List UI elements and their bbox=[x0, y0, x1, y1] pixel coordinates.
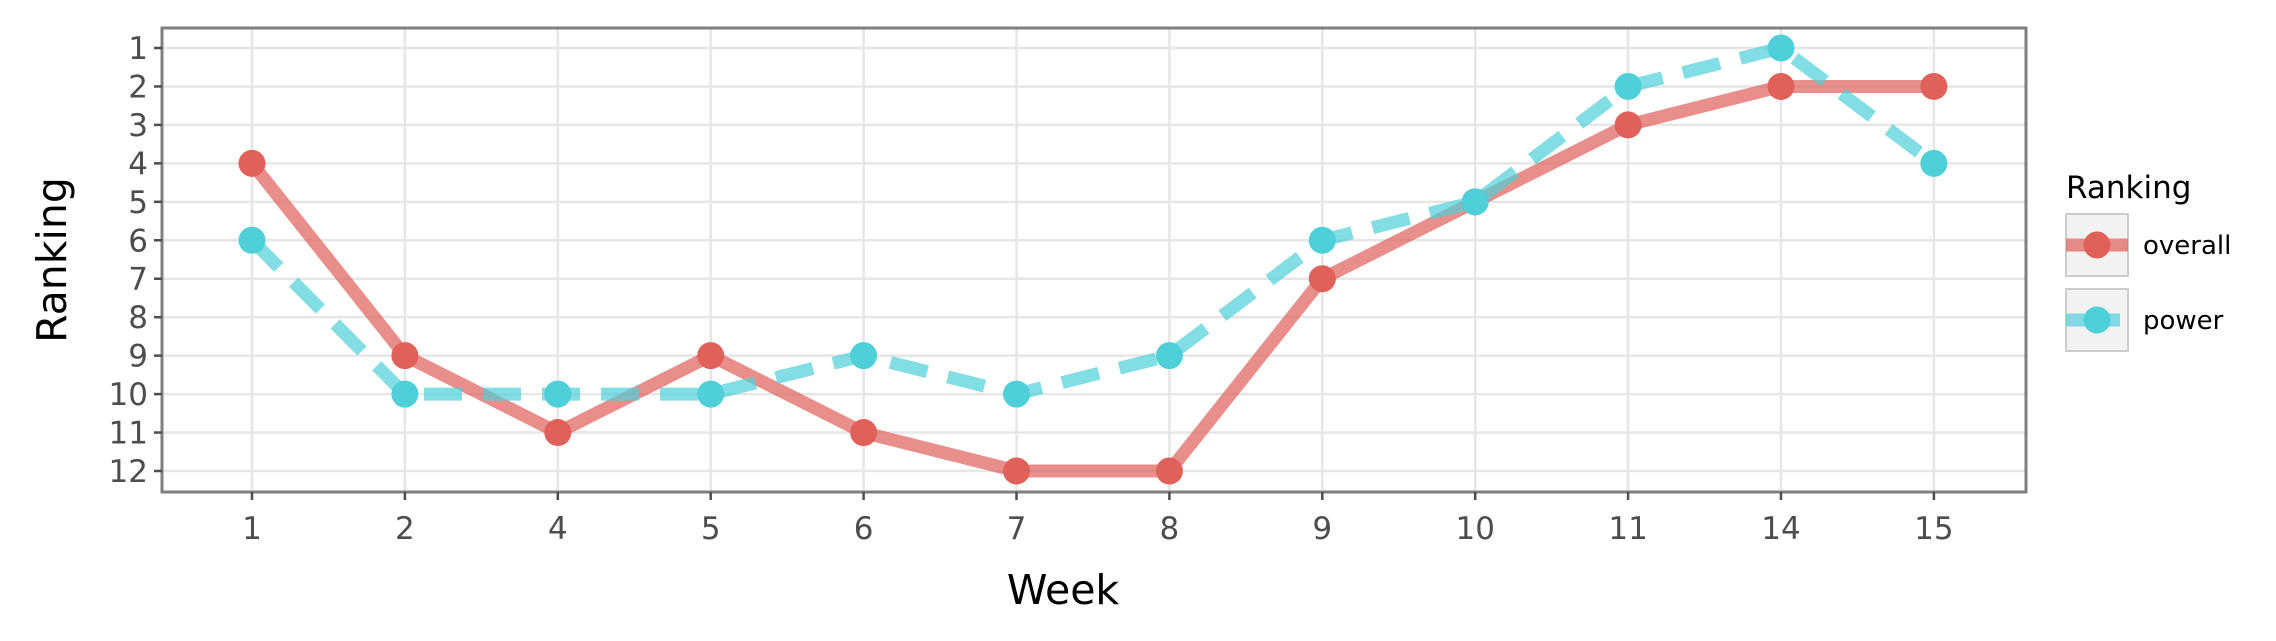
y-tick-label: 3 bbox=[128, 108, 148, 144]
data-point-power bbox=[1003, 380, 1030, 408]
x-tick-label: 5 bbox=[701, 511, 721, 547]
x-tick-label: 7 bbox=[1007, 511, 1027, 547]
y-tick-label: 11 bbox=[109, 416, 148, 452]
x-axis-title: Week bbox=[1007, 566, 1120, 614]
y-tick-label: 8 bbox=[128, 300, 148, 336]
y-tick-label: 5 bbox=[128, 185, 148, 221]
x-tick-label: 9 bbox=[1312, 511, 1332, 547]
data-point-overall bbox=[544, 419, 572, 447]
legend-key-point bbox=[2083, 306, 2111, 334]
y-tick-label: 1 bbox=[128, 31, 148, 67]
y-tick-label: 2 bbox=[128, 69, 148, 105]
x-tick-label: 8 bbox=[1160, 511, 1180, 547]
data-point-power bbox=[850, 342, 878, 370]
series-line-overall bbox=[246, 79, 1934, 478]
data-point-power bbox=[1767, 34, 1795, 62]
x-tick-label: 4 bbox=[548, 511, 568, 547]
legend-label-power: power bbox=[2143, 306, 2224, 336]
y-tick-label: 6 bbox=[128, 223, 148, 259]
data-point-power bbox=[391, 380, 419, 408]
y-tick-label: 7 bbox=[128, 262, 148, 298]
data-point-power bbox=[1155, 342, 1183, 370]
y-tick-label: 12 bbox=[109, 454, 148, 490]
data-point-overall bbox=[391, 342, 419, 370]
data-point-power bbox=[238, 226, 266, 254]
legend-key-point bbox=[2083, 231, 2111, 259]
x-tick-label: 1 bbox=[242, 511, 262, 547]
data-point-overall bbox=[850, 419, 878, 447]
data-point-overall bbox=[1614, 111, 1642, 139]
x-tick-label: 2 bbox=[395, 511, 415, 547]
x-tick-label: 6 bbox=[854, 511, 874, 547]
legend: Ranking overall power bbox=[2065, 170, 2231, 352]
data-point-power bbox=[1614, 72, 1642, 100]
data-point-overall bbox=[1155, 457, 1183, 485]
data-point-overall bbox=[1767, 72, 1795, 100]
data-point-power bbox=[1920, 149, 1948, 177]
data-point-overall bbox=[1920, 72, 1948, 100]
data-point-power bbox=[697, 380, 725, 408]
x-tick-label: 11 bbox=[1608, 511, 1647, 547]
data-point-power bbox=[1461, 188, 1489, 216]
legend-label-overall: overall bbox=[2143, 231, 2231, 261]
y-axis-title: Ranking bbox=[28, 177, 76, 343]
x-tick-label: 14 bbox=[1761, 511, 1800, 547]
data-point-overall bbox=[1003, 457, 1030, 485]
plot-border bbox=[160, 26, 2028, 494]
y-tick-label: 10 bbox=[109, 377, 148, 413]
series-layer bbox=[238, 34, 1948, 485]
y-tick-label: 4 bbox=[128, 146, 148, 182]
data-point-power bbox=[544, 380, 572, 408]
legend-title: Ranking bbox=[2066, 170, 2191, 206]
x-tick-label: 10 bbox=[1455, 511, 1494, 547]
data-point-overall bbox=[1308, 265, 1336, 293]
data-point-overall bbox=[238, 149, 266, 177]
x-tick-label: 15 bbox=[1914, 511, 1953, 547]
data-point-power bbox=[1308, 226, 1336, 254]
data-point-overall bbox=[697, 342, 725, 370]
series-line-power bbox=[247, 41, 1938, 401]
y-tick-label: 9 bbox=[128, 339, 148, 375]
